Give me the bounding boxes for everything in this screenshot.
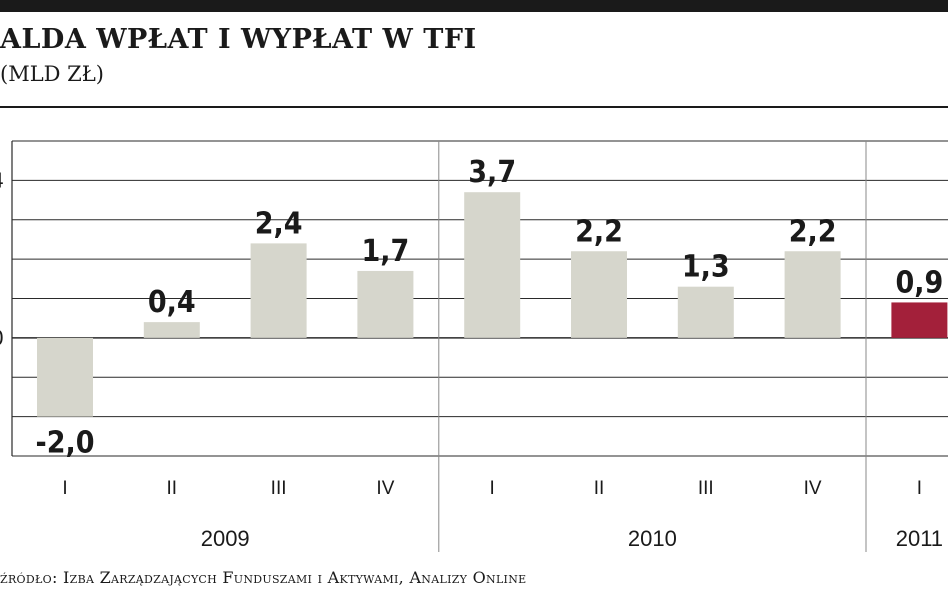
- x-tick-label: I: [490, 478, 495, 499]
- source-note: źródło: Izba Zarządzających Funduszami i…: [0, 568, 527, 587]
- bar: [891, 302, 948, 338]
- x-tick-label: IV: [376, 478, 394, 499]
- x-tick-label: III: [698, 478, 714, 499]
- year-label: 2009: [201, 526, 250, 551]
- bar: [143, 322, 200, 338]
- bar-value-label: 2,2: [575, 214, 623, 249]
- bar-value-label: 2,2: [789, 214, 837, 249]
- x-tick-label: II: [167, 478, 178, 499]
- bar: [250, 243, 307, 338]
- bar: [464, 192, 521, 338]
- bar-value-label: 0,4: [148, 285, 196, 320]
- x-tick-label: I: [62, 478, 67, 499]
- chart-title: ALDA WPŁAT I WYPŁAT W TFI: [0, 24, 477, 55]
- chart-unit: (MLD ZŁ): [0, 62, 104, 86]
- bar-value-label: 3,7: [468, 155, 516, 190]
- bar-value-label: -2,0: [35, 426, 94, 461]
- bar-chart: 40-2,00,42,41,73,72,21,32,20,9IIIIIIIVII…: [0, 140, 948, 552]
- bar-value-label: 2,4: [255, 206, 303, 241]
- y-tick-label: 4: [0, 168, 4, 192]
- bar: [571, 251, 627, 338]
- bar: [37, 337, 93, 417]
- x-tick-label: II: [594, 478, 605, 499]
- top-bar: [0, 0, 948, 12]
- x-tick-label: III: [271, 478, 287, 499]
- chart-unit-text: MLD ZŁ): [8, 62, 104, 86]
- bar: [677, 286, 734, 338]
- x-tick-label: IV: [804, 478, 822, 499]
- bar: [784, 251, 841, 338]
- bar-value-label: 1,3: [682, 250, 730, 285]
- bar-value-label: 1,7: [361, 234, 409, 269]
- x-tick-label: I: [917, 478, 922, 499]
- title-rule: [0, 106, 948, 108]
- bar: [357, 270, 414, 338]
- y-tick-label: 0: [0, 326, 4, 350]
- year-label: 2010: [628, 526, 677, 551]
- year-label: 2011: [896, 526, 943, 551]
- bar-value-label: 0,9: [895, 265, 943, 300]
